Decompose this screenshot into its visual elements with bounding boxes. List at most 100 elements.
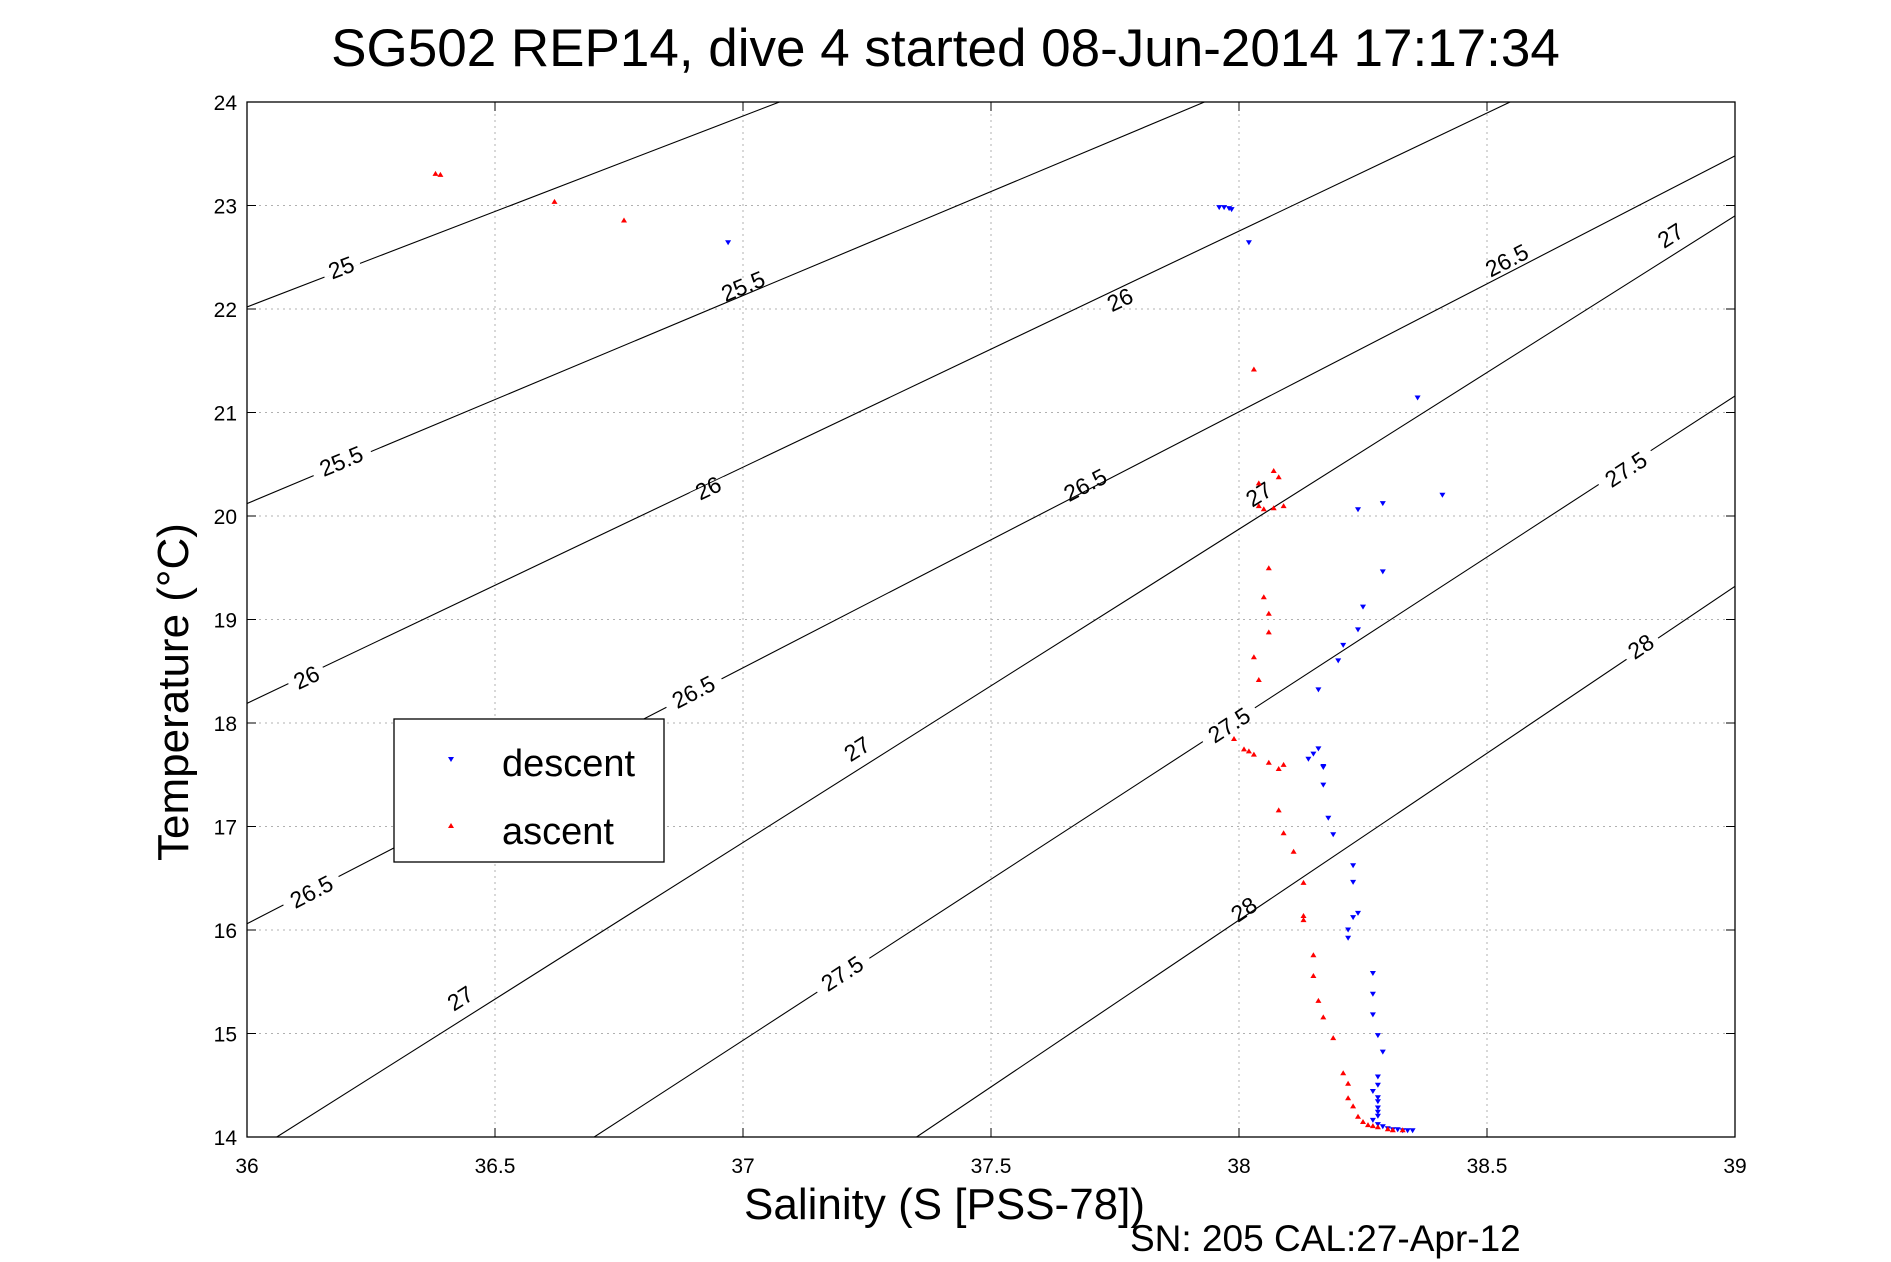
descent-point	[1374, 1099, 1381, 1105]
ascent-point	[1355, 1113, 1361, 1119]
data-points	[432, 170, 1446, 1134]
ascent-point	[1270, 505, 1277, 511]
descent-point	[1315, 746, 1322, 752]
x-tick-label: 37.5	[971, 1155, 1012, 1178]
ascent-point	[1275, 474, 1282, 480]
y-tick-label: 24	[214, 92, 238, 115]
contour-label-gap	[814, 953, 871, 994]
descent-point	[1374, 1109, 1381, 1115]
descent-point	[1414, 395, 1421, 401]
ascent-point	[1265, 565, 1272, 571]
descent-point	[1374, 1113, 1381, 1119]
descent-point	[1245, 240, 1252, 246]
y-axis-label: Temperature (°C)	[149, 523, 198, 861]
descent-point	[1355, 627, 1361, 633]
ascent-point	[1245, 748, 1252, 754]
descent-point	[1439, 492, 1446, 498]
descent-point	[1216, 205, 1223, 211]
descent-point	[1305, 756, 1312, 762]
density-contour-line	[276, 215, 1735, 1137]
ascent-point	[1290, 848, 1297, 854]
legend-box	[393, 718, 665, 863]
ascent-point	[1265, 629, 1272, 635]
descent-point	[1404, 1128, 1411, 1134]
ascent-point	[1310, 973, 1317, 978]
y-tick-label: 19	[214, 610, 237, 633]
ascent-point	[1280, 830, 1287, 836]
x-tick-label: 36.5	[475, 1155, 516, 1178]
descent-point	[1345, 935, 1352, 941]
contour-label-gap	[664, 674, 723, 710]
ascent-point	[1275, 807, 1282, 813]
ascent-point	[551, 198, 558, 204]
contour-label-gap	[1597, 449, 1654, 490]
x-tick-label: 37	[731, 1155, 754, 1178]
descent-point	[1350, 863, 1357, 869]
y-tick-label: 21	[214, 403, 237, 426]
ascent-point	[1345, 1080, 1352, 1086]
y-tick-label: 17	[214, 817, 237, 840]
ascent-point	[1374, 1124, 1381, 1130]
legend-ascent-marker	[448, 823, 454, 828]
ascent-point	[1275, 766, 1282, 771]
density-contour-label: 25.5	[316, 440, 367, 481]
ascent-point	[1300, 913, 1307, 918]
contour-label-gap	[1240, 481, 1277, 508]
ascent-point	[1255, 503, 1262, 509]
x-tick-label: 38.5	[1467, 1155, 1508, 1178]
ascent-point	[1255, 480, 1262, 486]
descent-point	[1340, 642, 1347, 648]
ascent-point	[1340, 1070, 1347, 1076]
contour-label-gap	[311, 445, 372, 477]
series-ascent	[432, 170, 1406, 1133]
chart-title: SG502 REP14, dive 4 started 08-Jun-2014 …	[331, 19, 1560, 78]
descent-point	[1355, 910, 1361, 916]
descent-point	[1335, 658, 1342, 664]
y-tick-label: 16	[214, 920, 237, 943]
density-contour-labels: 2525.525.526262626.526.526.526.527272727…	[286, 218, 1689, 1016]
ascent-point	[1365, 1122, 1371, 1128]
axis-ticks: 36 36.5 37 37.5 38 38.5 39 14 15 16 17 18 19 20 21 22 23…	[214, 92, 1747, 1178]
descent-point	[1374, 1082, 1381, 1088]
density-contour-label: 27.5	[1203, 702, 1255, 748]
contour-label-gap	[1056, 467, 1115, 503]
x-tick-label: 38	[1227, 1155, 1250, 1178]
density-contour-line	[593, 395, 1735, 1137]
ascent-point	[1384, 1126, 1391, 1132]
ascent-point	[1389, 1127, 1396, 1133]
descent-point	[1325, 815, 1332, 821]
density-contour-label: 27	[839, 731, 875, 767]
ascent-point	[1350, 1103, 1357, 1109]
ascent-point	[1250, 366, 1257, 372]
descent-point	[1369, 1012, 1376, 1018]
ascent-point	[1260, 594, 1267, 600]
contour-label-gap	[442, 985, 479, 1012]
y-tick-label: 18	[214, 713, 237, 736]
legend-descent-marker	[448, 757, 454, 762]
y-tick-label: 22	[214, 299, 237, 322]
density-contour-label: 26.5	[286, 870, 338, 914]
y-tick-label: 15	[214, 1024, 237, 1047]
ascent-point	[1250, 654, 1257, 660]
ascent-point	[1330, 1035, 1337, 1041]
density-contour-label: 27	[443, 980, 479, 1016]
y-tick-label: 14	[214, 1127, 238, 1150]
ascent-point	[1265, 610, 1272, 616]
series-descent	[725, 205, 1446, 1134]
descent-point	[1369, 971, 1376, 976]
ascent-point	[1315, 997, 1322, 1003]
contour-label-gap	[322, 257, 361, 278]
ascent-point	[1360, 1119, 1366, 1124]
descent-point	[1374, 1095, 1381, 1101]
ascent-point	[1241, 746, 1247, 752]
contour-label-gap	[1226, 895, 1262, 923]
density-contour-label: 26	[289, 660, 323, 694]
contour-label-gap	[1477, 243, 1536, 278]
density-contour-label: 26	[691, 471, 725, 505]
ascent-point	[1345, 1095, 1352, 1101]
x-tick-label: 39	[1723, 1155, 1746, 1178]
ascent-point	[1250, 751, 1257, 757]
legend-descent-label: descent	[502, 743, 636, 785]
contour-label-gap	[1101, 288, 1139, 312]
